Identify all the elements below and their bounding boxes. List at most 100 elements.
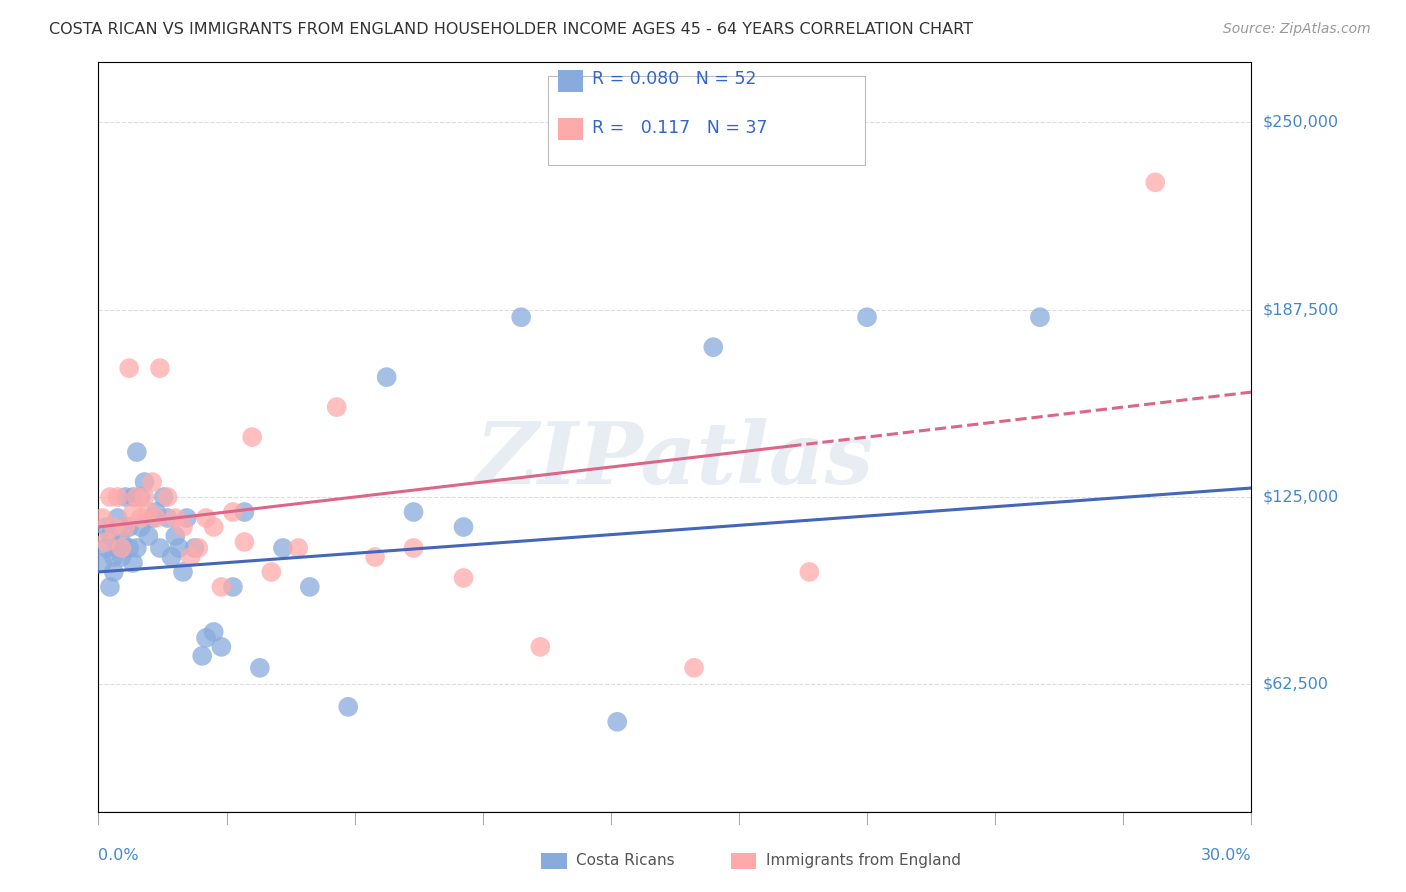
Point <box>160 549 183 564</box>
Point <box>209 640 232 654</box>
Point <box>167 541 190 555</box>
Point <box>103 520 125 534</box>
Point <box>271 541 294 555</box>
Point <box>364 549 387 564</box>
Point <box>141 511 163 525</box>
Point <box>402 541 425 555</box>
Point <box>172 520 194 534</box>
Text: $62,500: $62,500 <box>1263 677 1329 692</box>
Point <box>125 490 148 504</box>
Point <box>402 505 425 519</box>
Text: $187,500: $187,500 <box>1263 302 1340 318</box>
Point <box>249 661 271 675</box>
Point <box>195 511 218 525</box>
Point <box>129 520 152 534</box>
Point <box>202 520 225 534</box>
Text: ZIPatlas: ZIPatlas <box>475 417 875 501</box>
Point <box>156 490 179 504</box>
Point <box>165 529 187 543</box>
Point <box>195 631 218 645</box>
Point <box>187 541 209 555</box>
Point <box>122 505 145 519</box>
Point <box>94 541 117 555</box>
Point <box>91 556 114 570</box>
Point <box>191 648 214 663</box>
Point <box>683 661 706 675</box>
Point <box>453 520 475 534</box>
Point <box>107 511 129 525</box>
Point <box>156 511 179 525</box>
Point <box>110 541 132 555</box>
Point <box>134 490 156 504</box>
Point <box>172 565 194 579</box>
Point <box>141 475 163 489</box>
Point <box>91 511 114 525</box>
Point <box>510 310 533 325</box>
Point <box>114 520 136 534</box>
Point <box>152 490 174 504</box>
Point <box>107 490 129 504</box>
Text: R =   0.117   N = 37: R = 0.117 N = 37 <box>592 119 768 136</box>
Point <box>202 624 225 639</box>
Point <box>138 529 160 543</box>
Point <box>1029 310 1052 325</box>
Point <box>94 535 117 549</box>
Point <box>337 699 360 714</box>
Point <box>149 361 172 376</box>
Text: $125,000: $125,000 <box>1263 490 1339 505</box>
Point <box>222 505 245 519</box>
Point <box>122 556 145 570</box>
Point <box>145 511 167 525</box>
Point <box>325 400 347 414</box>
Text: $250,000: $250,000 <box>1263 115 1339 130</box>
Point <box>129 511 152 525</box>
Point <box>149 541 172 555</box>
Text: 30.0%: 30.0% <box>1201 847 1251 863</box>
Point <box>240 430 263 444</box>
Point <box>94 520 117 534</box>
Point <box>134 475 156 489</box>
Point <box>702 340 724 354</box>
Point <box>125 445 148 459</box>
Point <box>233 535 256 549</box>
Text: 0.0%: 0.0% <box>98 847 139 863</box>
Point <box>180 549 202 564</box>
Point <box>129 490 152 504</box>
Point <box>606 714 628 729</box>
Point <box>107 541 129 555</box>
Point <box>98 490 121 504</box>
Point <box>103 565 125 579</box>
Point <box>118 361 141 376</box>
Point <box>209 580 232 594</box>
Point <box>287 541 309 555</box>
Point <box>145 505 167 519</box>
Point <box>118 520 141 534</box>
Text: R = 0.080   N = 52: R = 0.080 N = 52 <box>592 70 756 88</box>
Point <box>260 565 283 579</box>
Text: Immigrants from England: Immigrants from England <box>766 854 962 868</box>
Point <box>233 505 256 519</box>
Point <box>529 640 551 654</box>
Point <box>183 541 205 555</box>
Point <box>856 310 879 325</box>
Point <box>375 370 398 384</box>
Point <box>98 529 121 543</box>
Text: Source: ZipAtlas.com: Source: ZipAtlas.com <box>1223 22 1371 37</box>
Point <box>110 535 132 549</box>
Point <box>122 490 145 504</box>
Point <box>222 580 245 594</box>
Point <box>453 571 475 585</box>
Point <box>298 580 321 594</box>
Point <box>1144 175 1167 189</box>
Point <box>165 511 187 525</box>
Point <box>110 549 132 564</box>
Point <box>138 505 160 519</box>
Point <box>125 541 148 555</box>
Text: COSTA RICAN VS IMMIGRANTS FROM ENGLAND HOUSEHOLDER INCOME AGES 45 - 64 YEARS COR: COSTA RICAN VS IMMIGRANTS FROM ENGLAND H… <box>49 22 973 37</box>
Point <box>103 549 125 564</box>
Point <box>98 580 121 594</box>
Text: Costa Ricans: Costa Ricans <box>576 854 675 868</box>
Point <box>176 511 198 525</box>
Point <box>114 490 136 504</box>
Point <box>118 541 141 555</box>
